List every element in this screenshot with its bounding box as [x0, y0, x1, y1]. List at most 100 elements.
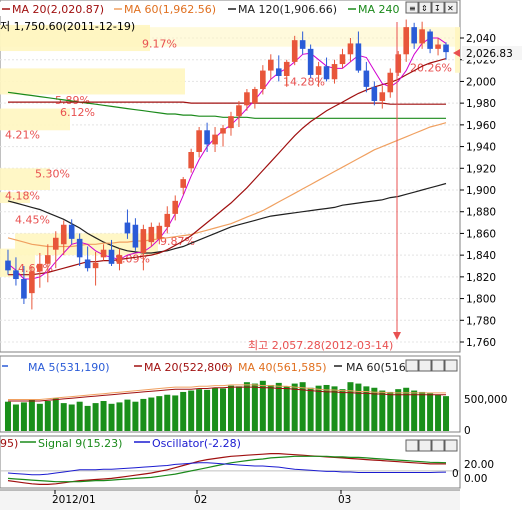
down-icon[interactable] — [431, 439, 445, 452]
macd-panel-frame — [0, 435, 461, 489]
candle-body — [268, 59, 274, 71]
volume-bar — [52, 398, 59, 431]
candle-body — [68, 224, 75, 239]
candle-body — [21, 279, 27, 299]
volume-bar — [116, 402, 123, 431]
y-tick-label: 1,920 — [466, 163, 496, 175]
volume-bar — [235, 386, 242, 431]
candle-body — [331, 64, 338, 80]
drag-icon[interactable] — [418, 1, 432, 14]
volume-bar — [411, 390, 418, 431]
close-icon[interactable] — [444, 439, 458, 452]
volume-bar — [371, 387, 378, 431]
volume-bar — [44, 401, 51, 431]
y-tick-label: 2,040 — [466, 33, 496, 45]
volume-bar — [100, 401, 107, 431]
volume-bar — [76, 401, 83, 431]
price-panel-frame — [0, 0, 461, 353]
volume-bar — [204, 389, 211, 431]
y-tick-label: 1,860 — [466, 228, 496, 240]
band-label: 4.69% — [18, 262, 53, 275]
volume-bar — [212, 387, 219, 431]
band-label: 5.30% — [35, 168, 70, 181]
candle-body — [395, 54, 402, 73]
candle-body — [307, 48, 314, 75]
volume-bar — [36, 403, 43, 431]
candle-body — [5, 260, 11, 271]
price-legend: MA 20(2,020.87) MA 60(1,962.56) MA 120(1… — [2, 3, 400, 16]
candle-body — [140, 229, 147, 253]
x-label-03: 03 — [338, 494, 351, 506]
volume-bar — [251, 383, 258, 431]
svg-text:↧: ↧ — [434, 4, 441, 13]
volume-bar — [124, 399, 131, 431]
volume-bars — [4, 380, 450, 431]
drag-icon[interactable] — [418, 439, 432, 452]
candle-body — [347, 43, 354, 55]
volume-bar — [188, 390, 195, 431]
y-tick-label: 1,820 — [466, 272, 496, 284]
legend-oscillator: Oscillator(-2.28) — [152, 437, 241, 450]
candle-body — [148, 226, 155, 243]
band-label: 6.12% — [60, 106, 95, 119]
drag-icon[interactable] — [418, 359, 432, 372]
volume-bar — [339, 389, 346, 431]
y-tick-label: 1,800 — [466, 294, 496, 306]
volume-tick-500k: 500,000 — [464, 394, 507, 406]
volume-bar — [283, 386, 290, 431]
volume-bar — [84, 405, 91, 431]
volume-bar — [156, 396, 163, 431]
candle-body — [355, 43, 362, 71]
candle-body — [323, 66, 330, 80]
last-price-label: 2,026.83 — [466, 48, 513, 60]
percent-band — [455, 27, 460, 73]
stack-icon[interactable] — [405, 439, 419, 452]
price-y-axis: 2,0402,0202,0001,9801,9601,9401,9201,900… — [460, 33, 496, 349]
candle-body — [84, 259, 91, 269]
band-label: 14.28% — [283, 75, 325, 88]
volume-bar — [403, 387, 410, 431]
close-icon[interactable] — [444, 359, 458, 372]
oscillator-line — [7, 462, 447, 476]
x-axis-bar — [0, 490, 460, 510]
candle-body — [212, 134, 218, 145]
down-icon[interactable] — [431, 1, 445, 14]
macd-line — [7, 453, 446, 485]
x-label-2012-01: 2012/01 — [52, 494, 96, 506]
down-icon[interactable] — [431, 359, 445, 372]
legend-vol-ma5: MA 5(531,190) — [28, 361, 110, 374]
y-tick-label: 1,940 — [466, 142, 496, 154]
candle-body — [124, 222, 131, 234]
volume-bar — [259, 380, 266, 431]
volume-ma-line — [8, 384, 446, 400]
volume-bar — [60, 403, 67, 431]
stack-icon[interactable] — [405, 359, 419, 372]
macd-right-label: 0 — [452, 468, 459, 480]
volume-bar — [435, 394, 442, 431]
candle-body — [172, 200, 179, 214]
candle-body — [419, 29, 425, 44]
volume-bar — [267, 384, 274, 431]
stack-icon[interactable] — [405, 1, 419, 14]
volume-bar — [28, 399, 35, 431]
band-label: 9.17% — [142, 37, 177, 50]
volume-bar — [379, 390, 386, 431]
candle-body — [435, 44, 441, 49]
candle-body — [379, 92, 386, 101]
y-tick-label: 2,000 — [466, 76, 496, 88]
macd-panel-controls — [405, 439, 458, 452]
high-marker-arrow — [393, 332, 401, 340]
candle-body — [427, 31, 433, 49]
percent-band — [0, 108, 70, 131]
volume-bar — [299, 382, 306, 431]
svg-text:≡: ≡ — [409, 4, 416, 13]
legend-ma240: MA 240 — [358, 3, 400, 16]
ma120-line — [7, 182, 447, 254]
volume-bar — [140, 398, 147, 431]
y-tick-label: 1,880 — [466, 207, 496, 219]
legend-macd-start: 95) — [0, 437, 18, 450]
high-annotation: 최고 2,057.28(2012-03-14) — [248, 339, 393, 352]
candle-body — [315, 66, 322, 75]
close-icon[interactable] — [444, 1, 458, 14]
price-legend-bg — [0, 2, 400, 16]
